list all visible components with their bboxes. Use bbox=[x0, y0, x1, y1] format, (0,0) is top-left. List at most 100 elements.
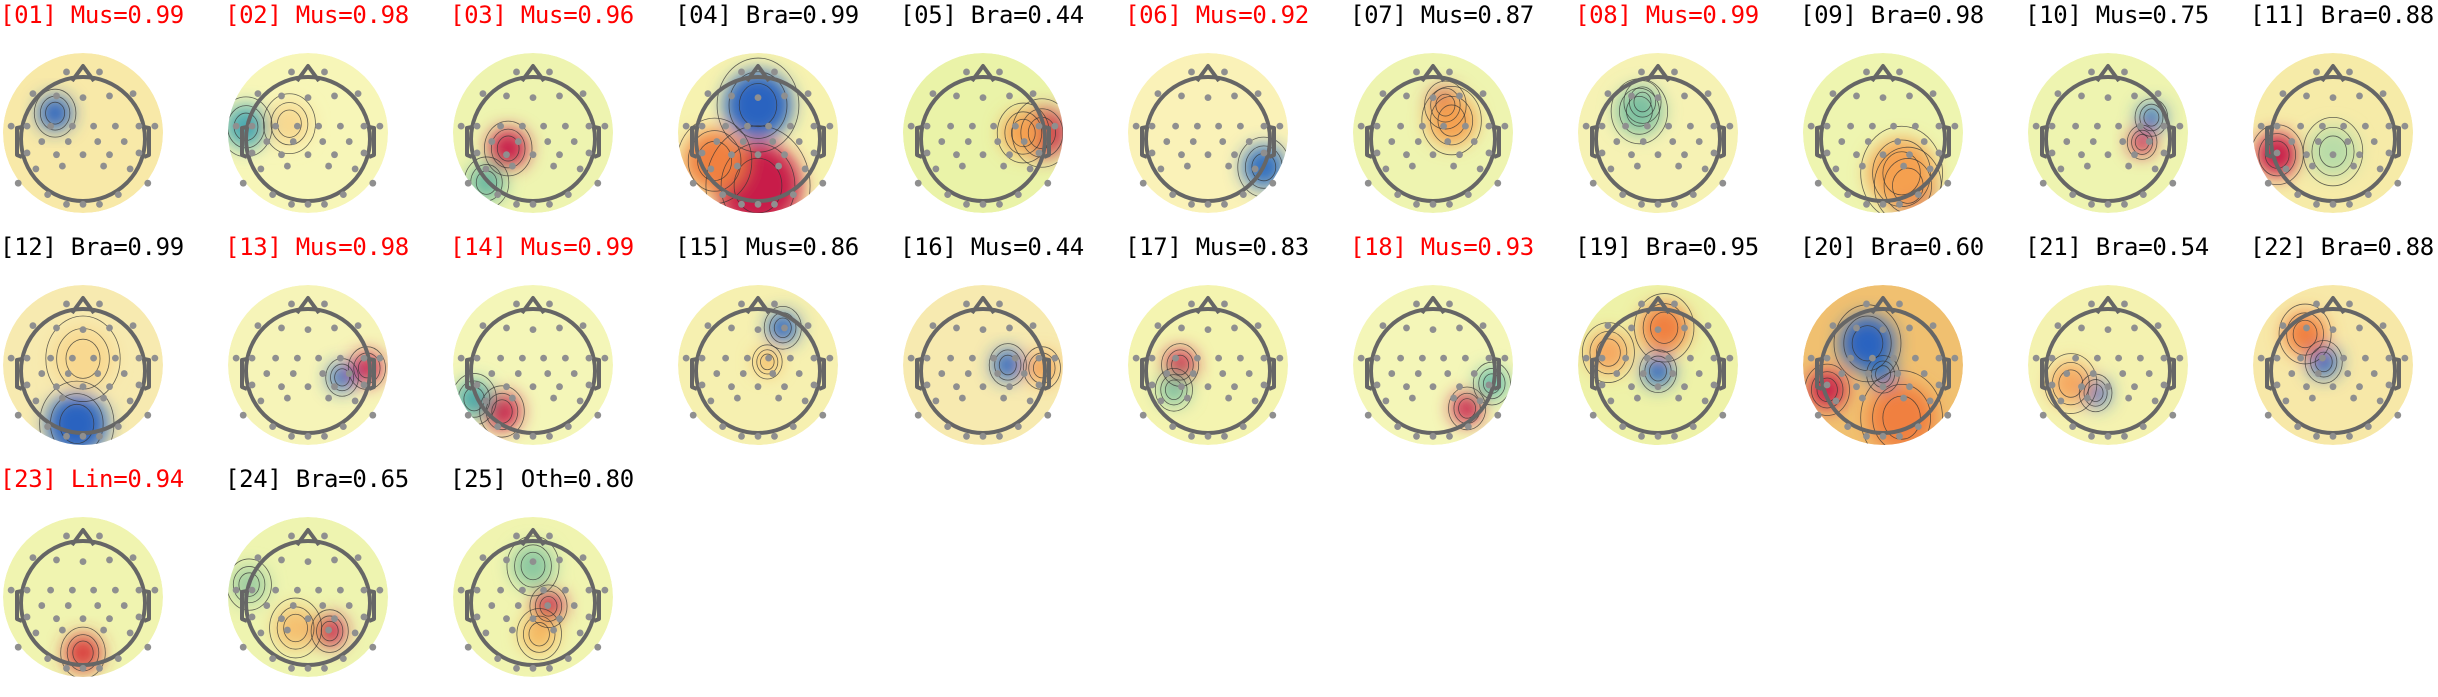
component-title: [15] Mus=0.86 bbox=[675, 233, 859, 261]
component-23[interactable]: [23] Lin=0.94 bbox=[0, 465, 225, 697]
component-14[interactable]: [14] Mus=0.99 bbox=[450, 233, 675, 465]
component-05[interactable]: [05] Bra=0.44 bbox=[900, 1, 1125, 233]
component-08[interactable]: [08] Mus=0.99 bbox=[1575, 1, 1800, 233]
component-title: [25] Oth=0.80 bbox=[450, 465, 634, 493]
sensor-markers bbox=[1132, 300, 1284, 440]
topomap-13 bbox=[228, 285, 388, 445]
topomap-07 bbox=[1353, 53, 1513, 213]
component-title: [02] Mus=0.98 bbox=[225, 1, 409, 29]
topomap-02 bbox=[228, 53, 388, 213]
sensor-markers bbox=[232, 300, 384, 440]
sensor-markers bbox=[907, 68, 1059, 208]
sensor-markers bbox=[1132, 68, 1284, 208]
component-title: [23] Lin=0.94 bbox=[0, 465, 184, 493]
topomap-08 bbox=[1578, 53, 1738, 213]
sensor-markers bbox=[1357, 68, 1509, 208]
component-03[interactable]: [03] Mus=0.96 bbox=[450, 1, 675, 233]
component-10[interactable]: [10] Mus=0.75 bbox=[2025, 1, 2250, 233]
component-title: [09] Bra=0.98 bbox=[1800, 1, 1984, 29]
component-title: [14] Mus=0.99 bbox=[450, 233, 634, 261]
sensor-markers bbox=[7, 68, 159, 208]
component-04[interactable]: [04] Bra=0.99 bbox=[675, 1, 900, 233]
topomap-19 bbox=[1578, 285, 1738, 445]
topomap-17 bbox=[1128, 285, 1288, 445]
component-title: [06] Mus=0.92 bbox=[1125, 1, 1309, 29]
component-title: [03] Mus=0.96 bbox=[450, 1, 634, 29]
component-21[interactable]: [21] Bra=0.54 bbox=[2025, 233, 2250, 465]
sensor-markers bbox=[2032, 300, 2184, 440]
component-25[interactable]: [25] Oth=0.80 bbox=[450, 465, 675, 697]
component-title: [20] Bra=0.60 bbox=[1800, 233, 1984, 261]
topomap-01 bbox=[3, 53, 163, 213]
sensor-markers bbox=[1807, 300, 1959, 440]
component-17[interactable]: [17] Mus=0.83 bbox=[1125, 233, 1350, 465]
component-title: [19] Bra=0.95 bbox=[1575, 233, 1759, 261]
component-02[interactable]: [02] Mus=0.98 bbox=[225, 1, 450, 233]
component-title: [16] Mus=0.44 bbox=[900, 233, 1084, 261]
head-outline-icon bbox=[2040, 64, 2176, 203]
topomap-16 bbox=[903, 285, 1063, 445]
component-09[interactable]: [09] Bra=0.98 bbox=[1800, 1, 2025, 233]
ica-component-grid: [01] Mus=0.99 [02] Mus=0.98 [03] Mus=0.96 [… bbox=[0, 1, 2438, 677]
topomap-05 bbox=[903, 53, 1063, 213]
sensor-markers bbox=[682, 300, 834, 440]
topomap-09 bbox=[1803, 53, 1963, 213]
component-title: [11] Bra=0.88 bbox=[2250, 1, 2434, 29]
component-title: [17] Mus=0.83 bbox=[1125, 233, 1309, 261]
topomap-23 bbox=[3, 517, 163, 677]
component-title: [01] Mus=0.99 bbox=[0, 1, 184, 29]
topomap-22 bbox=[2253, 285, 2413, 445]
component-title: [10] Mus=0.75 bbox=[2025, 1, 2209, 29]
topomap-24 bbox=[228, 517, 388, 677]
component-title: [22] Bra=0.88 bbox=[2250, 233, 2434, 261]
component-title: [07] Mus=0.87 bbox=[1350, 1, 1534, 29]
sensor-markers bbox=[907, 300, 1059, 440]
head-outline-icon bbox=[1815, 64, 1951, 203]
component-title: [04] Bra=0.99 bbox=[675, 1, 859, 29]
component-16[interactable]: [16] Mus=0.44 bbox=[900, 233, 1125, 465]
component-19[interactable]: [19] Bra=0.95 bbox=[1575, 233, 1800, 465]
component-07[interactable]: [07] Mus=0.87 bbox=[1350, 1, 1575, 233]
component-title: [18] Mus=0.93 bbox=[1350, 233, 1534, 261]
sensor-markers bbox=[2257, 68, 2409, 208]
sensor-markers bbox=[232, 68, 384, 208]
component-title: [24] Bra=0.65 bbox=[225, 465, 409, 493]
topomap-18 bbox=[1353, 285, 1513, 445]
component-13[interactable]: [13] Mus=0.98 bbox=[225, 233, 450, 465]
topomap-11 bbox=[2253, 53, 2413, 213]
sensor-markers bbox=[2032, 68, 2184, 208]
sensor-markers bbox=[457, 68, 609, 208]
component-12[interactable]: [12] Bra=0.99 bbox=[0, 233, 225, 465]
component-20[interactable]: [20] Bra=0.60 bbox=[1800, 233, 2025, 465]
component-11[interactable]: [11] Bra=0.88 bbox=[2250, 1, 2438, 233]
component-01[interactable]: [01] Mus=0.99 bbox=[0, 1, 225, 233]
topomap-04 bbox=[678, 53, 838, 213]
sensor-markers bbox=[2257, 300, 2409, 440]
component-title: [05] Bra=0.44 bbox=[900, 1, 1084, 29]
component-06[interactable]: [06] Mus=0.92 bbox=[1125, 1, 1350, 233]
component-15[interactable]: [15] Mus=0.86 bbox=[675, 233, 900, 465]
topomap-06 bbox=[1128, 53, 1288, 213]
sensor-markers bbox=[457, 532, 609, 672]
component-title: [13] Mus=0.98 bbox=[225, 233, 409, 261]
topomap-15 bbox=[678, 285, 838, 445]
sensor-markers bbox=[1357, 300, 1509, 440]
sensor-markers bbox=[457, 300, 609, 440]
topomap-20 bbox=[1803, 285, 1963, 445]
sensor-markers bbox=[7, 300, 159, 440]
topomap-25 bbox=[453, 517, 613, 677]
topomap-10 bbox=[2028, 53, 2188, 213]
component-24[interactable]: [24] Bra=0.65 bbox=[225, 465, 450, 697]
sensor-markers bbox=[1807, 68, 1959, 208]
sensor-markers bbox=[1582, 68, 1734, 208]
topomap-14 bbox=[453, 285, 613, 445]
topomap-12 bbox=[3, 285, 163, 445]
topomap-21 bbox=[2028, 285, 2188, 445]
component-22[interactable]: [22] Bra=0.88 bbox=[2250, 233, 2438, 465]
topomap-03 bbox=[453, 53, 613, 213]
component-title: [21] Bra=0.54 bbox=[2025, 233, 2209, 261]
component-title: [08] Mus=0.99 bbox=[1575, 1, 1759, 29]
component-title: [12] Bra=0.99 bbox=[0, 233, 184, 261]
component-18[interactable]: [18] Mus=0.93 bbox=[1350, 233, 1575, 465]
sensor-markers bbox=[682, 68, 834, 208]
